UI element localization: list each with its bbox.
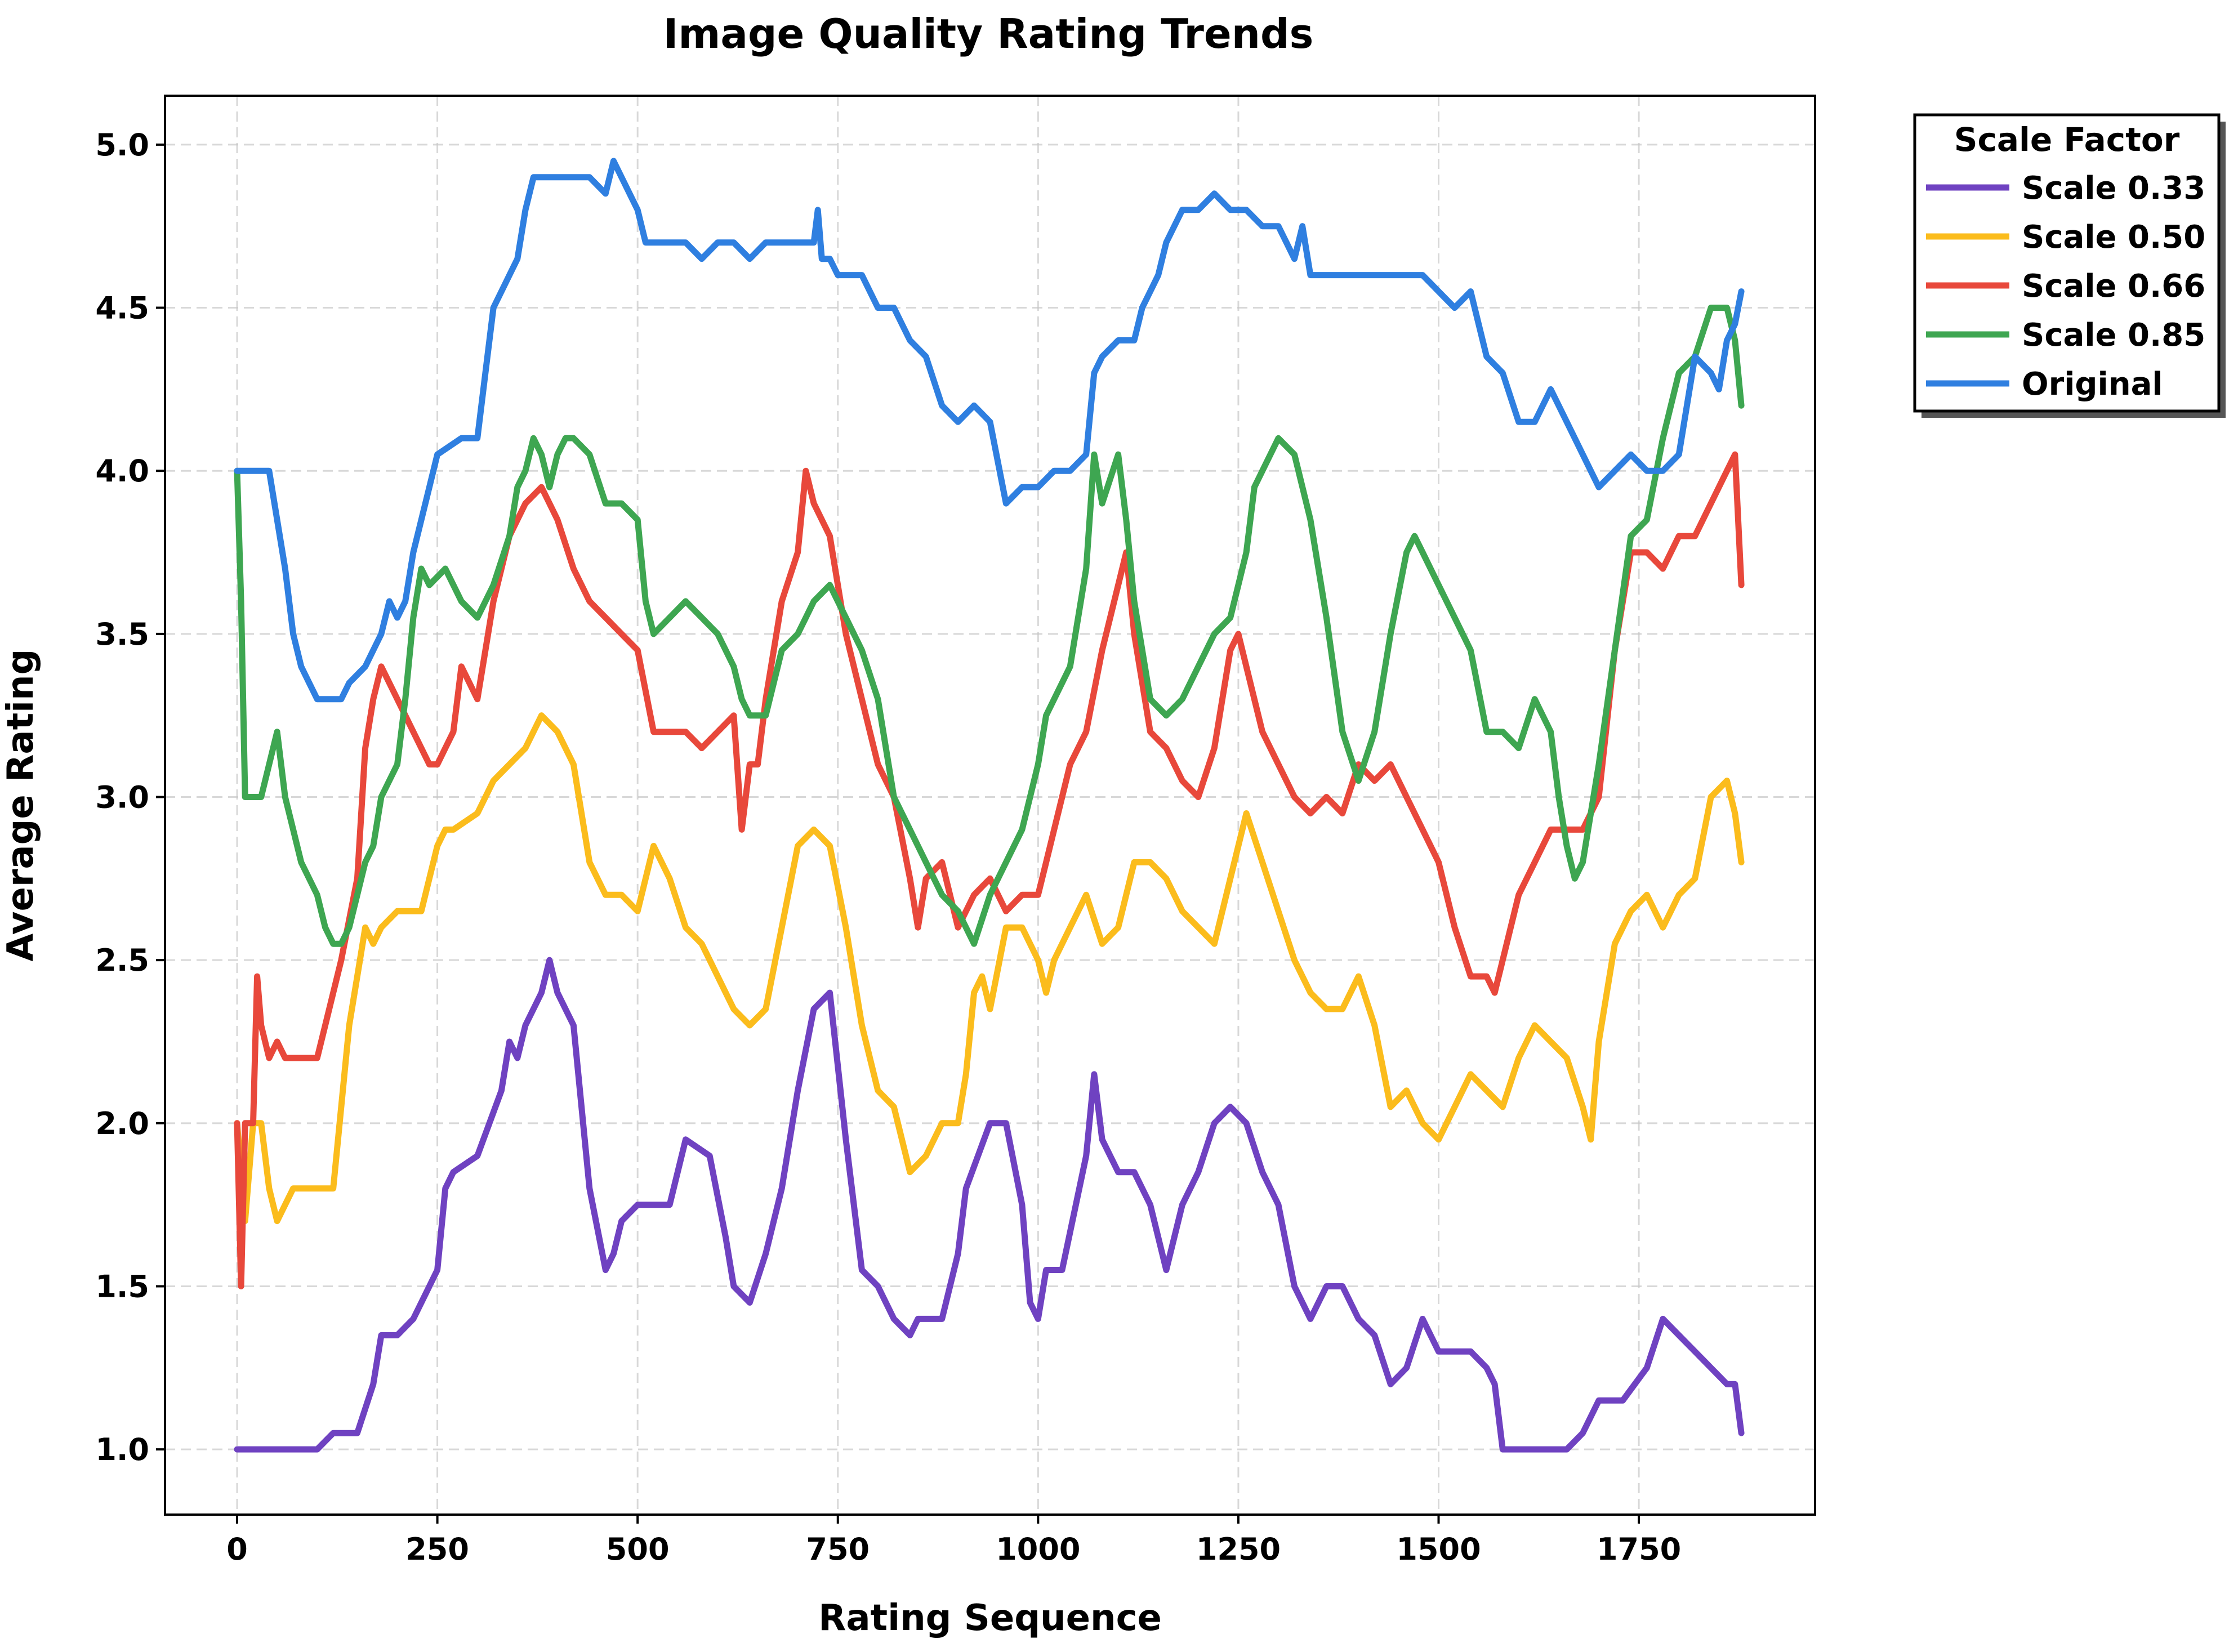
x-tick-label: 1750 [1597,1532,1681,1567]
y-tick-label: 4.5 [95,291,149,326]
y-tick-label: 1.0 [95,1432,149,1467]
legend-item-label: Scale 0.66 [2022,268,2205,305]
x-tick-label: 1500 [1396,1532,1481,1567]
axis-ticks: 0 250 500 750 1000 1250 1500 1750 1.0 1.5 2.0 2.5 3.… [95,127,1681,1567]
y-tick-label: 3.5 [95,617,149,652]
x-axis-label: Rating Sequence [818,1597,1162,1639]
legend-item-label: Scale 0.50 [2022,219,2205,256]
y-axis-label: Average Rating [0,649,42,962]
x-tick-label: 0 [226,1532,248,1567]
grid-lines [165,96,1815,1515]
legend-item-label: Original [2022,366,2163,403]
y-tick-label: 4.0 [95,453,149,489]
x-tick-label: 1250 [1196,1532,1281,1567]
x-tick-label: 500 [606,1532,670,1567]
y-tick-label: 5.0 [95,127,149,163]
y-tick-label: 3.0 [95,780,149,815]
x-tick-label: 1000 [996,1532,1080,1567]
series-lines [234,158,1745,1453]
series-line-3 [234,451,1745,1289]
x-tick-label: 250 [405,1532,469,1567]
legend-item-label: Scale 0.85 [2022,317,2205,354]
series-line-4 [234,305,1745,947]
legend-items: Scale 0.33 Scale 0.50 Scale 0.66 Scale 0.85… [1926,170,2205,403]
legend-item-label: Scale 0.33 [2022,170,2205,207]
y-tick-label: 2.0 [95,1106,149,1141]
plot-frame [164,95,1816,1516]
x-tick-label: 750 [806,1532,870,1567]
y-tick-label: 1.5 [95,1269,149,1304]
legend-title: Scale Factor [1954,120,2180,159]
y-tick-label: 2.5 [95,943,149,978]
chart-title: Image Quality Rating Trends [663,10,1314,57]
series-line-2 [234,712,1745,1225]
series-line-5 [234,158,1745,703]
legend-box [1913,113,2221,413]
series-line-1 [234,957,1745,1453]
